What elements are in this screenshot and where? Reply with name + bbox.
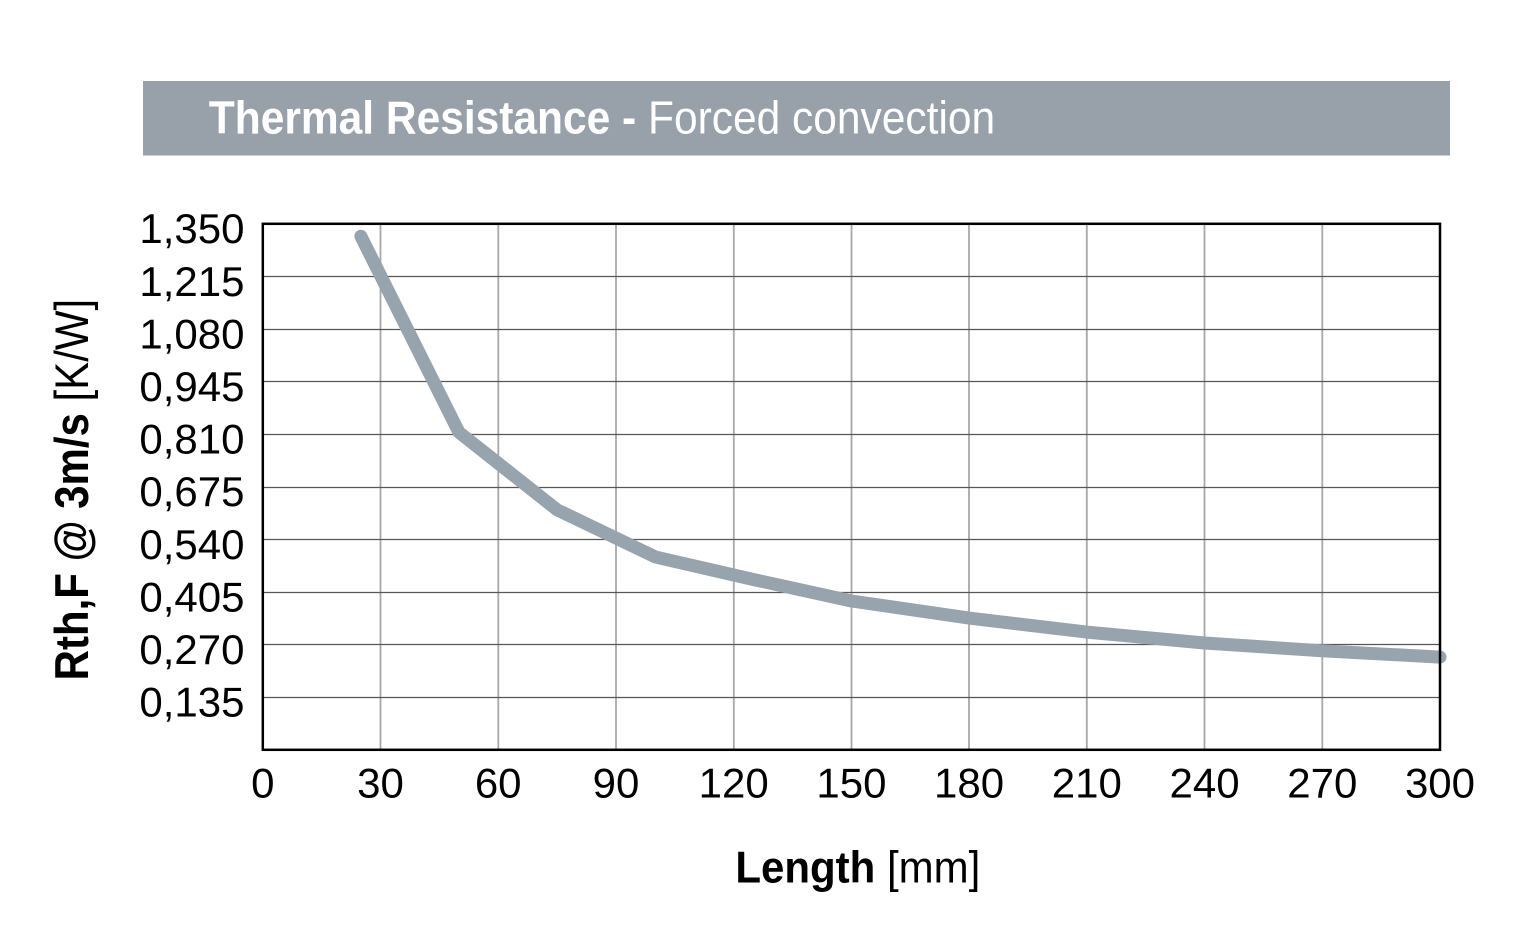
svg-text:1,215: 1,215 [139,258,244,305]
svg-text:0,405: 0,405 [139,574,244,621]
svg-text:180: 180 [934,760,1004,807]
svg-text:Length [mm]: Length [mm] [735,843,980,892]
svg-text:240: 240 [1170,760,1240,807]
svg-text:0: 0 [251,760,274,807]
svg-text:90: 90 [593,760,640,807]
svg-text:300: 300 [1405,760,1475,807]
svg-text:0,810: 0,810 [139,416,244,463]
svg-text:1,080: 1,080 [139,310,244,357]
svg-text:0,540: 0,540 [139,521,244,568]
svg-text:0,135: 0,135 [139,679,244,726]
svg-text:0,270: 0,270 [139,626,244,673]
svg-text:0,675: 0,675 [139,468,244,515]
svg-text:Thermal Resistance - Forced co: Thermal Resistance - Forced convection [209,93,995,144]
svg-text:210: 210 [1052,760,1122,807]
svg-text:30: 30 [357,760,404,807]
svg-text:60: 60 [475,760,522,807]
svg-text:150: 150 [816,760,886,807]
svg-text:0,945: 0,945 [139,363,244,410]
svg-text:270: 270 [1287,760,1357,807]
svg-text:1,350: 1,350 [139,205,244,252]
svg-text:Rth,F @ 3m/s [K/W]: Rth,F @ 3m/s [K/W] [46,299,99,681]
svg-text:120: 120 [699,760,769,807]
